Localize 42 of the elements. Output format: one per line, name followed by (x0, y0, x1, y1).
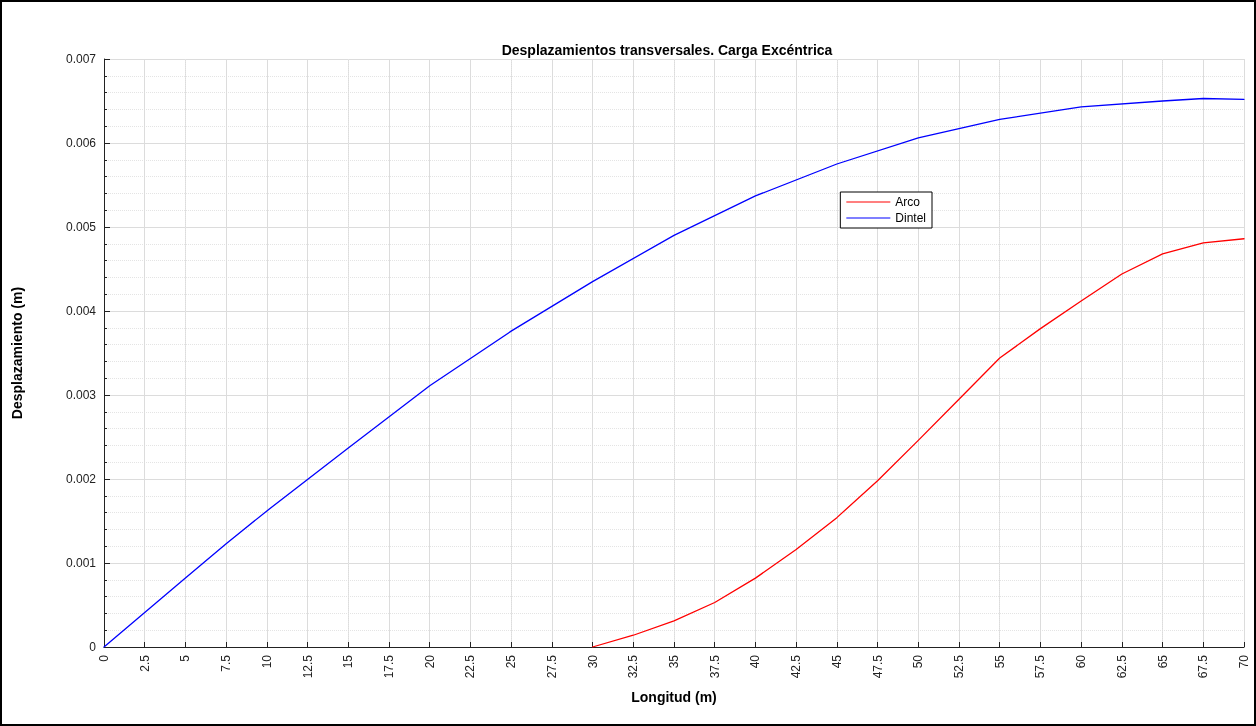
y-tick-label: 0.002 (65, 472, 97, 486)
x-tick-label: 0 (97, 654, 111, 662)
y-tick-label: 0.007 (65, 52, 97, 66)
x-tick-label: 67.5 (1196, 654, 1211, 679)
y-tick-label: 0.001 (65, 556, 97, 570)
x-tick-label: 60 (1074, 654, 1089, 669)
legend-label: Dintel (895, 211, 927, 225)
x-tick-label: 20 (422, 654, 437, 669)
x-tick-label: 50 (911, 654, 926, 669)
y-tick-label: 0.006 (65, 136, 97, 150)
x-tick-label: 22.5 (463, 654, 478, 679)
x-tick-label: 70 (1237, 654, 1251, 669)
x-tick-label: 65 (1155, 654, 1170, 669)
x-tick-label: 40 (748, 654, 763, 669)
x-tick-label: 12.5 (300, 654, 315, 679)
y-axis-title: Desplazamiento (m) (9, 286, 25, 420)
chart-title: Desplazamientos transversales. Carga Excéntrica (501, 42, 833, 58)
x-tick-label: 25 (504, 654, 519, 669)
y-tick-label: 0.005 (65, 220, 97, 234)
x-axis-title: Longitud (m) (631, 689, 717, 705)
x-tick-label: 2.5 (137, 654, 152, 672)
x-tick-label: 35 (667, 654, 681, 669)
x-tick-label: 5 (178, 654, 193, 662)
x-tick-label: 37.5 (707, 654, 722, 679)
y-tick-label: 0.003 (65, 388, 97, 402)
x-tick-label: 52.5 (952, 654, 966, 679)
x-tick-label: 30 (585, 654, 600, 669)
x-tick-label: 7.5 (219, 654, 234, 672)
x-tick-label: 57.5 (1033, 654, 1048, 679)
legend-label: Arco (895, 195, 921, 209)
x-tick-label: 62.5 (1114, 654, 1129, 679)
x-tick-label: 45 (829, 654, 844, 669)
x-tick-label: 15 (341, 654, 356, 669)
x-tick-label: 10 (259, 654, 274, 669)
y-tick-label: 0.004 (65, 304, 97, 318)
x-tick-label: 55 (992, 654, 1007, 669)
line-series (591, 238, 1245, 648)
x-tick-label: 32.5 (626, 654, 641, 679)
x-tick-label: 17.5 (382, 654, 396, 679)
x-tick-label: 42.5 (789, 654, 804, 679)
x-tick-label: 47.5 (870, 654, 885, 679)
x-tick-label: 27.5 (544, 654, 559, 679)
